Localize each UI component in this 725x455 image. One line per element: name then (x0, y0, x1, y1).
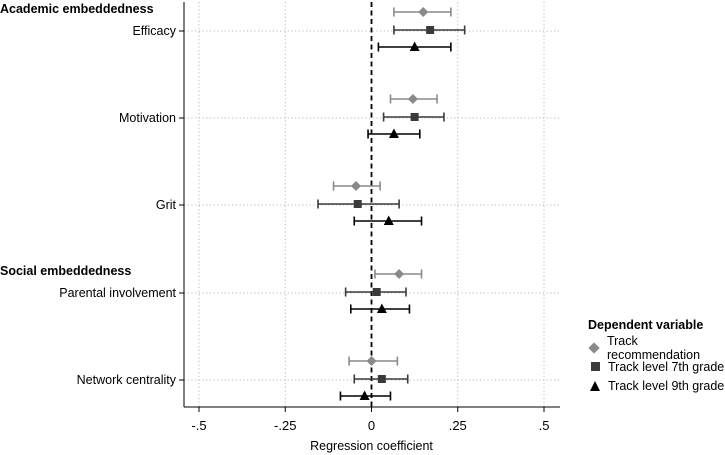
legend-item-track-recommendation: Track recommendation (588, 334, 725, 362)
category-label: Efficacy (132, 24, 176, 38)
point-estimate-triangle (383, 215, 394, 225)
point-estimate-triangle (376, 303, 387, 313)
legend-item-track-level-9th: Track level 9th grade (588, 376, 725, 395)
point-estimate-square (372, 288, 381, 296)
diamond-icon (588, 341, 601, 355)
point-estimate-diamond (350, 181, 361, 191)
category-label: Network centrality (77, 373, 177, 387)
legend-label: Track level 9th grade (608, 378, 725, 393)
category-label: Parental involvement (59, 286, 176, 300)
point-estimate-triangle (388, 128, 399, 138)
square-icon (588, 360, 602, 374)
group-label: Academic embeddedness (0, 2, 154, 16)
category-label: Grit (156, 198, 177, 212)
x-axis-title: Regression coefficient (310, 439, 433, 453)
series-marks (317, 7, 466, 401)
point-estimate-diamond (407, 94, 418, 104)
gridlines (184, 2, 560, 407)
point-estimate-diamond (366, 356, 377, 366)
legend-item-track-level-7th: Track level 7th grade (588, 357, 725, 376)
legend: Dependent variable Track recommendation … (588, 318, 725, 395)
x-tick-label: .5 (539, 418, 550, 433)
point-estimate-triangle (409, 41, 420, 51)
point-estimate-square (410, 113, 419, 121)
group-label: Social embeddedness (0, 264, 131, 278)
legend-title: Dependent variable (588, 318, 704, 332)
point-estimate-diamond (418, 7, 429, 17)
x-tick-label: .25 (449, 418, 467, 433)
x-tick-label: -.25 (274, 418, 296, 433)
legend-label: Track level 7th grade (608, 359, 725, 374)
point-estimate-square (426, 26, 435, 34)
point-estimate-square (353, 200, 362, 208)
point-estimate-triangle (359, 390, 370, 400)
point-estimate-square (377, 375, 386, 383)
category-label: Motivation (119, 111, 176, 125)
x-axis: -.5 -.25 0 .25 .5 Regression coefficient (179, 2, 560, 453)
x-tick-label: -.5 (191, 418, 206, 433)
category-labels: Efficacy Academic embeddedness Motivation G… (0, 2, 177, 387)
triangle-icon (588, 379, 602, 393)
x-tick-label: 0 (368, 418, 375, 433)
point-estimate-diamond (394, 269, 405, 279)
legend-label: Track recommendation (606, 333, 701, 362)
